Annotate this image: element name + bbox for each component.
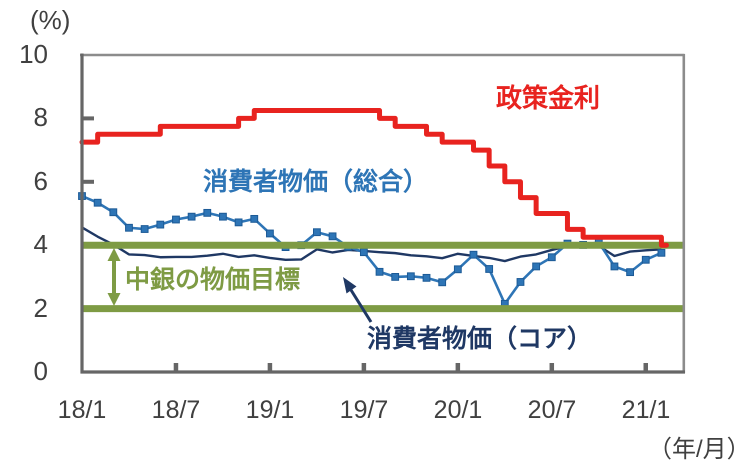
x-tick-label-19-1: 19/1 — [245, 396, 295, 424]
cpi-headline-marker — [219, 212, 227, 221]
y-axis-unit-label: (%) — [30, 5, 71, 35]
cpi-headline-marker — [516, 278, 525, 286]
cpi-headline-marker — [109, 208, 118, 217]
target-band-label: 中銀の物価目標 — [125, 266, 301, 294]
cpi-headline-marker — [359, 248, 368, 257]
y-tick-label-0: 0 — [33, 356, 48, 386]
cpi-headline-marker — [266, 229, 274, 238]
cpi-headline-marker — [453, 265, 462, 274]
cpi-headline-marker — [641, 255, 650, 264]
cpi-headline-label: 消費者物価（総合） — [203, 168, 429, 196]
cpi-headline-marker — [93, 198, 102, 207]
cpi-headline-marker — [250, 214, 259, 223]
cpi-headline-marker — [391, 273, 400, 281]
cpi-headline-marker — [547, 253, 556, 262]
y-tick-label-4: 4 — [33, 229, 48, 259]
cpi-headline-marker — [375, 267, 384, 276]
cpi-headline-marker — [485, 265, 494, 273]
cpi-headline-marker — [406, 272, 415, 281]
cpi-headline-marker — [657, 248, 666, 257]
cpi-headline-marker — [328, 232, 337, 241]
x-tick-label-18-7: 18/7 — [151, 396, 201, 424]
cpi-headline-marker — [438, 278, 447, 287]
cpi-headline-marker — [156, 220, 165, 229]
x-tick-label-21-1: 21/1 — [621, 396, 671, 424]
x-tick-label-18-1: 18/1 — [57, 396, 107, 424]
core-arrow-head-icon — [343, 277, 357, 294]
cpi-headline-marker — [187, 212, 196, 221]
x-tick-label-19-7: 19/7 — [339, 396, 389, 424]
cpi-headline-marker — [203, 208, 212, 217]
policy-rate-label: 政策金利 — [496, 83, 601, 113]
y-tick-label-6: 6 — [33, 166, 48, 196]
cpi-headline-marker — [422, 273, 431, 282]
target-arrow-up-icon — [107, 248, 121, 261]
policy-rate-line — [79, 107, 669, 248]
cpi-headline-marker — [469, 250, 478, 259]
cpi-headline-marker — [610, 262, 619, 271]
cpi-headline-marker — [140, 225, 149, 233]
x-axis-unit-label: （年/月） — [648, 436, 742, 463]
y-tick-label-10: 10 — [19, 39, 48, 69]
x-tick-label-20-1: 20/1 — [433, 396, 483, 424]
x-tick-label-20-7: 20/7 — [527, 396, 577, 424]
cpi-headline-marker — [125, 223, 133, 232]
cpi-headline-marker — [313, 228, 321, 237]
cpi-headline-marker — [626, 268, 635, 277]
cpi-headline-marker — [234, 218, 243, 227]
y-tick-label-8: 8 — [33, 102, 48, 132]
cpi-core-label: 消費者物価（コア） — [367, 325, 593, 353]
y-tick-label-2: 2 — [33, 293, 48, 323]
core-arrow-shaft — [349, 289, 373, 323]
cpi-headline-marker — [172, 215, 180, 224]
target-arrow-down-icon — [107, 293, 121, 306]
cpi-headline-marker — [532, 262, 541, 271]
